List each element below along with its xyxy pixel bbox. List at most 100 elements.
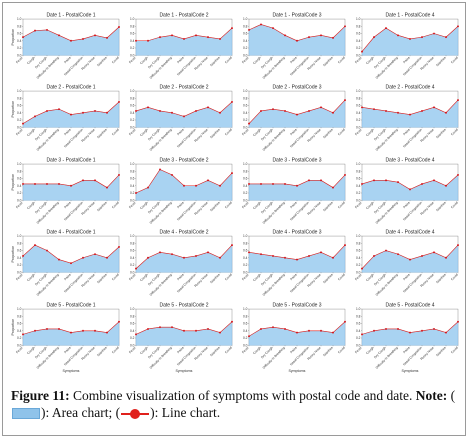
x-tick-label: Covid xyxy=(224,345,233,354)
y-tick-label: 0.2 xyxy=(356,118,361,122)
data-point xyxy=(58,258,60,261)
x-tick-label: Cough xyxy=(252,56,262,66)
panel-svg: Date 1 - PostalCode 2 0.0 0.2 0.4 0.6 0.8 1.0 F… xyxy=(128,13,233,80)
data-point xyxy=(361,182,363,185)
y-tick-label: 0.8 xyxy=(130,97,135,101)
data-point xyxy=(457,173,459,176)
data-point xyxy=(82,37,84,40)
y-tick-label: 0.8 xyxy=(356,242,361,246)
data-point xyxy=(70,184,72,187)
data-point xyxy=(409,331,411,334)
y-tick-label: 0.0 xyxy=(130,343,135,347)
y-tick-label: 0.6 xyxy=(243,104,248,108)
data-point xyxy=(171,173,173,176)
data-point xyxy=(409,114,411,116)
y-tick-label: 0.8 xyxy=(17,314,22,318)
x-tick-label: Covid xyxy=(224,200,233,209)
y-tick-label: 0.0 xyxy=(356,198,361,202)
data-point xyxy=(183,37,185,40)
x-tick-label: Covid xyxy=(111,273,120,282)
data-point xyxy=(248,334,250,337)
x-tick-label: Covid xyxy=(450,200,459,209)
x-tick-label: Difficulty in Breathing xyxy=(149,273,173,297)
x-tick-label: Difficulty in Breathing xyxy=(36,128,60,152)
data-point xyxy=(46,327,48,330)
x-tick-label: Diarrhea xyxy=(322,200,334,212)
y-tick-label: 1.0 xyxy=(130,162,135,166)
x-tick-label: Covid xyxy=(337,56,346,65)
data-point xyxy=(106,36,108,39)
chart-panel: Date 5 - PostalCode 2 0.0 0.2 0.4 0.6 0.8 1.0 F… xyxy=(124,301,237,373)
x-tick-label: Fever xyxy=(15,272,24,281)
data-point xyxy=(296,39,298,42)
data-point xyxy=(409,37,411,40)
x-tick-label: Diarrhea xyxy=(209,56,221,68)
data-point xyxy=(332,36,334,39)
data-point xyxy=(106,256,108,259)
data-point xyxy=(219,331,221,334)
data-point xyxy=(58,327,60,330)
x-tick-label: Covid xyxy=(450,56,459,65)
panel-svg: Date 2 - PostalCode 4 0.0 0.2 0.4 0.6 0.8 1.0 F… xyxy=(354,85,459,152)
data-point xyxy=(272,325,274,328)
x-tick-label: Fever xyxy=(128,127,137,136)
x-tick-label: Cough xyxy=(252,273,262,283)
data-point xyxy=(445,36,447,39)
data-point xyxy=(457,320,459,323)
data-point xyxy=(397,180,399,183)
data-point xyxy=(344,320,346,323)
data-point xyxy=(433,179,435,182)
y-tick-label: 1.0 xyxy=(356,162,361,166)
y-tick-label: 0.4 xyxy=(243,328,248,332)
data-point xyxy=(231,320,233,323)
data-point xyxy=(361,106,363,109)
data-point xyxy=(320,34,322,37)
x-tick-label: Pains xyxy=(176,55,185,64)
y-tick-label: 0.6 xyxy=(130,104,135,108)
y-axis-label: Proportion xyxy=(11,174,15,191)
x-tick-label: Pains xyxy=(176,273,185,282)
y-tick-label: 1.0 xyxy=(17,90,22,94)
y-tick-label: 0.0 xyxy=(243,198,248,202)
line-legend-text: ): Line chart. xyxy=(150,405,221,420)
panel-svg: Date 5 - PostalCode 4 0.0 0.2 0.4 0.6 0.8 1.0 F… xyxy=(354,302,459,372)
data-point xyxy=(284,34,286,37)
y-tick-label: 0.6 xyxy=(130,32,135,36)
y-tick-label: 0.2 xyxy=(130,191,135,195)
data-point xyxy=(320,329,322,332)
data-point xyxy=(457,244,459,247)
panel-svg: Date 4 - PostalCode 1 0.0 0.2 0.4 0.6 0.8 1.0 P… xyxy=(11,230,120,297)
data-point xyxy=(433,251,435,254)
y-tick-label: 1.0 xyxy=(243,17,248,21)
chart-panel: Date 2 - PostalCode 1 0.0 0.2 0.4 0.6 0.8 1.0 P… xyxy=(11,83,124,155)
x-tick-label: Cough xyxy=(139,56,149,66)
y-tick-label: 0.8 xyxy=(17,97,22,101)
y-tick-label: 0.4 xyxy=(130,39,135,43)
x-tick-label: Covid xyxy=(337,200,346,209)
data-point xyxy=(421,110,423,113)
y-tick-label: 0.6 xyxy=(130,249,135,253)
y-tick-label: 0.0 xyxy=(243,126,248,130)
y-tick-label: 0.4 xyxy=(356,256,361,260)
y-tick-label: 0.2 xyxy=(356,263,361,267)
y-tick-label: 0.2 xyxy=(243,336,248,340)
data-point xyxy=(320,251,322,254)
x-tick-label: Pains xyxy=(402,128,411,137)
data-point xyxy=(118,173,120,176)
data-point xyxy=(260,110,262,113)
data-point xyxy=(284,327,286,330)
x-tick-label: Covid xyxy=(224,273,233,282)
y-tick-label: 0.8 xyxy=(130,242,135,246)
y-tick-label: 1.0 xyxy=(130,90,135,94)
y-tick-label: 0.0 xyxy=(17,198,22,202)
x-tick-label: Pains xyxy=(289,128,298,137)
chart-panel: Date 1 - PostalCode 1 0.0 0.2 0.4 0.6 0.8 1.0 P… xyxy=(11,11,124,83)
y-tick-label: 0.0 xyxy=(243,343,248,347)
data-point xyxy=(308,110,310,113)
data-point xyxy=(118,26,120,28)
y-tick-label: 0.2 xyxy=(243,46,248,50)
panel-title: Date 3 - PostalCode 1 xyxy=(46,157,95,163)
data-point xyxy=(320,179,322,182)
x-tick-label: Pains xyxy=(289,55,298,64)
data-point xyxy=(272,27,274,30)
